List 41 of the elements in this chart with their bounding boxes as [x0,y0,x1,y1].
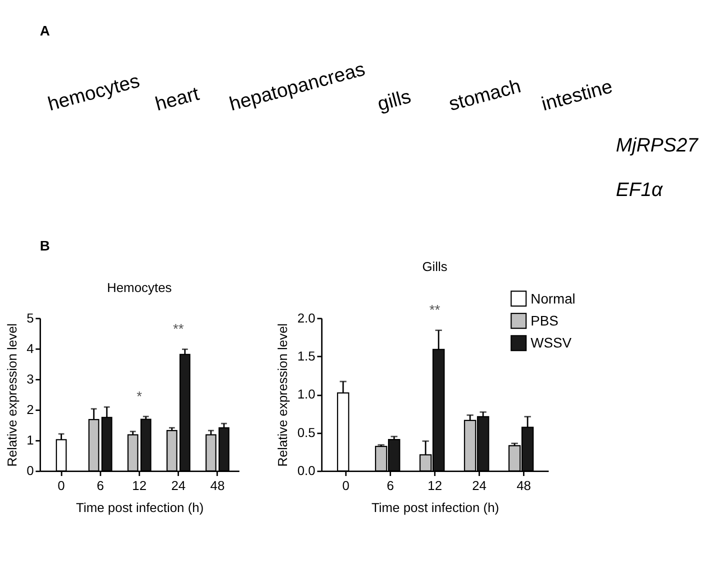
text: EF1α [616,178,664,201]
text: ** [429,302,441,318]
y-tick-label: 1.0 [297,386,316,402]
y-tick-label: 2.0 [297,310,316,326]
y-axis-title: Relative expression level [275,323,290,467]
x-tick-label: 0 [342,478,350,493]
x-tick-label: 6 [96,478,104,493]
text: gills [375,86,414,116]
text: A [40,22,50,39]
chart-title: Hemocytes [106,280,172,296]
x-tick-label: 24 [171,478,186,493]
text: MjRPS27 [616,134,700,156]
y-tick-label: 3 [26,371,34,386]
chart-title: Gills [422,258,448,274]
legend-label: PBS [530,312,558,328]
y-tick-label: 0.0 [297,463,316,478]
y-tick-label: 5 [26,310,34,326]
x-tick-label: 48 [210,478,225,493]
x-axis-title: Time post infection (h) [76,500,204,516]
text: B [40,237,50,254]
y-tick-label: 0 [26,463,34,478]
legend-label: WSSV [530,334,572,351]
text: stomach [446,75,524,116]
x-tick-label: 12 [132,478,147,493]
text: intestine [539,76,615,116]
x-tick-label: 24 [472,478,487,493]
text: heart [153,82,202,116]
x-tick-label: 0 [58,478,65,493]
legend-label: Normal [530,290,576,306]
annotation: ** [173,320,184,337]
x-axis-title: Time post infection (h) [371,500,500,516]
annotation: * [136,388,143,404]
y-tick-label: 1 [26,432,34,448]
y-tick-label: 0.5 [297,424,316,440]
x-tick-label: 12 [428,478,442,493]
y-tick-label: 2 [26,402,34,417]
y-axis-title: Relative expression level [4,323,20,467]
y-tick-label: 1.5 [297,348,316,364]
x-tick-label: 6 [386,478,394,493]
x-tick-label: 48 [516,478,532,493]
y-tick-label: 4 [26,340,34,356]
